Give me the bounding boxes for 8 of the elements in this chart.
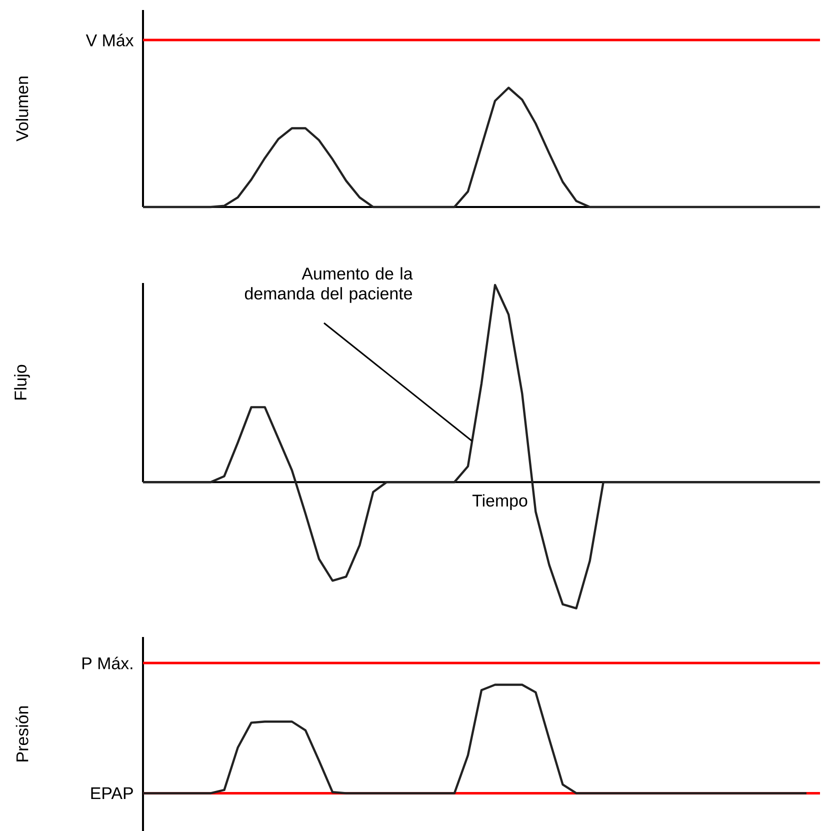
x-axis-title: Tiempo	[472, 494, 528, 510]
ref-line-label: P Máx.	[82, 656, 132, 670]
annotation: Aumento de la demanda del paciente	[244, 267, 413, 303]
ref-line-label: EPAP	[91, 787, 133, 800]
ref-line-label: V Máx	[86, 34, 134, 46]
y-axis-title: Volumen	[16, 76, 28, 142]
y-axis-title: Presión	[16, 706, 28, 762]
y-axis-title: Flujo	[14, 364, 30, 400]
